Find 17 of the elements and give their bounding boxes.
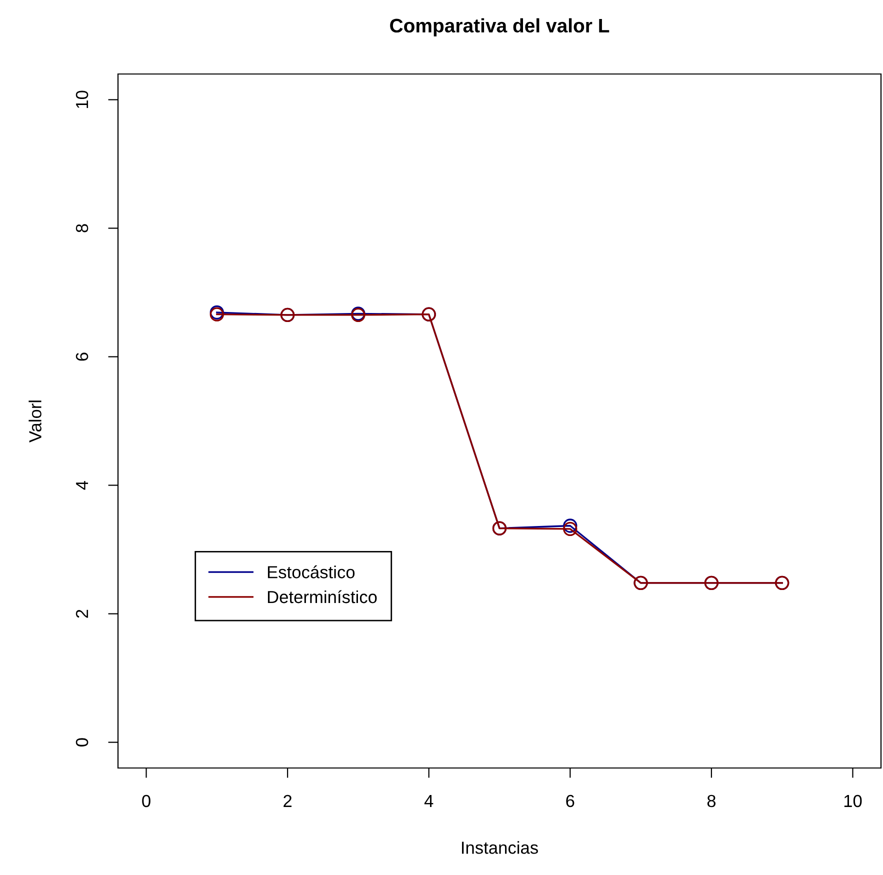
x-tick-label: 2 [284, 794, 292, 807]
y-tick-label: 10 [76, 90, 88, 108]
x-tick-label: 6 [566, 794, 574, 808]
y-tick-label: 6 [76, 352, 88, 361]
y-tick-label: 8 [76, 224, 88, 232]
legend-label: Determinístico [268, 590, 377, 604]
x-tick-label: 4 [424, 795, 434, 807]
y-axis-title: Valorl [28, 400, 42, 442]
legend-label: Estocástico [268, 565, 355, 578]
y-tick-label: 2 [76, 610, 88, 618]
x-axis-title: Instancias [462, 841, 538, 854]
y-tick-label: 0 [76, 738, 88, 746]
x-tick-label: 10 [844, 794, 862, 808]
x-tick-label: 8 [707, 794, 716, 808]
x-tick-label: 0 [142, 794, 150, 808]
chart-title: Comparativa del valor L [390, 18, 610, 36]
y-tick-label: 4 [76, 480, 88, 490]
